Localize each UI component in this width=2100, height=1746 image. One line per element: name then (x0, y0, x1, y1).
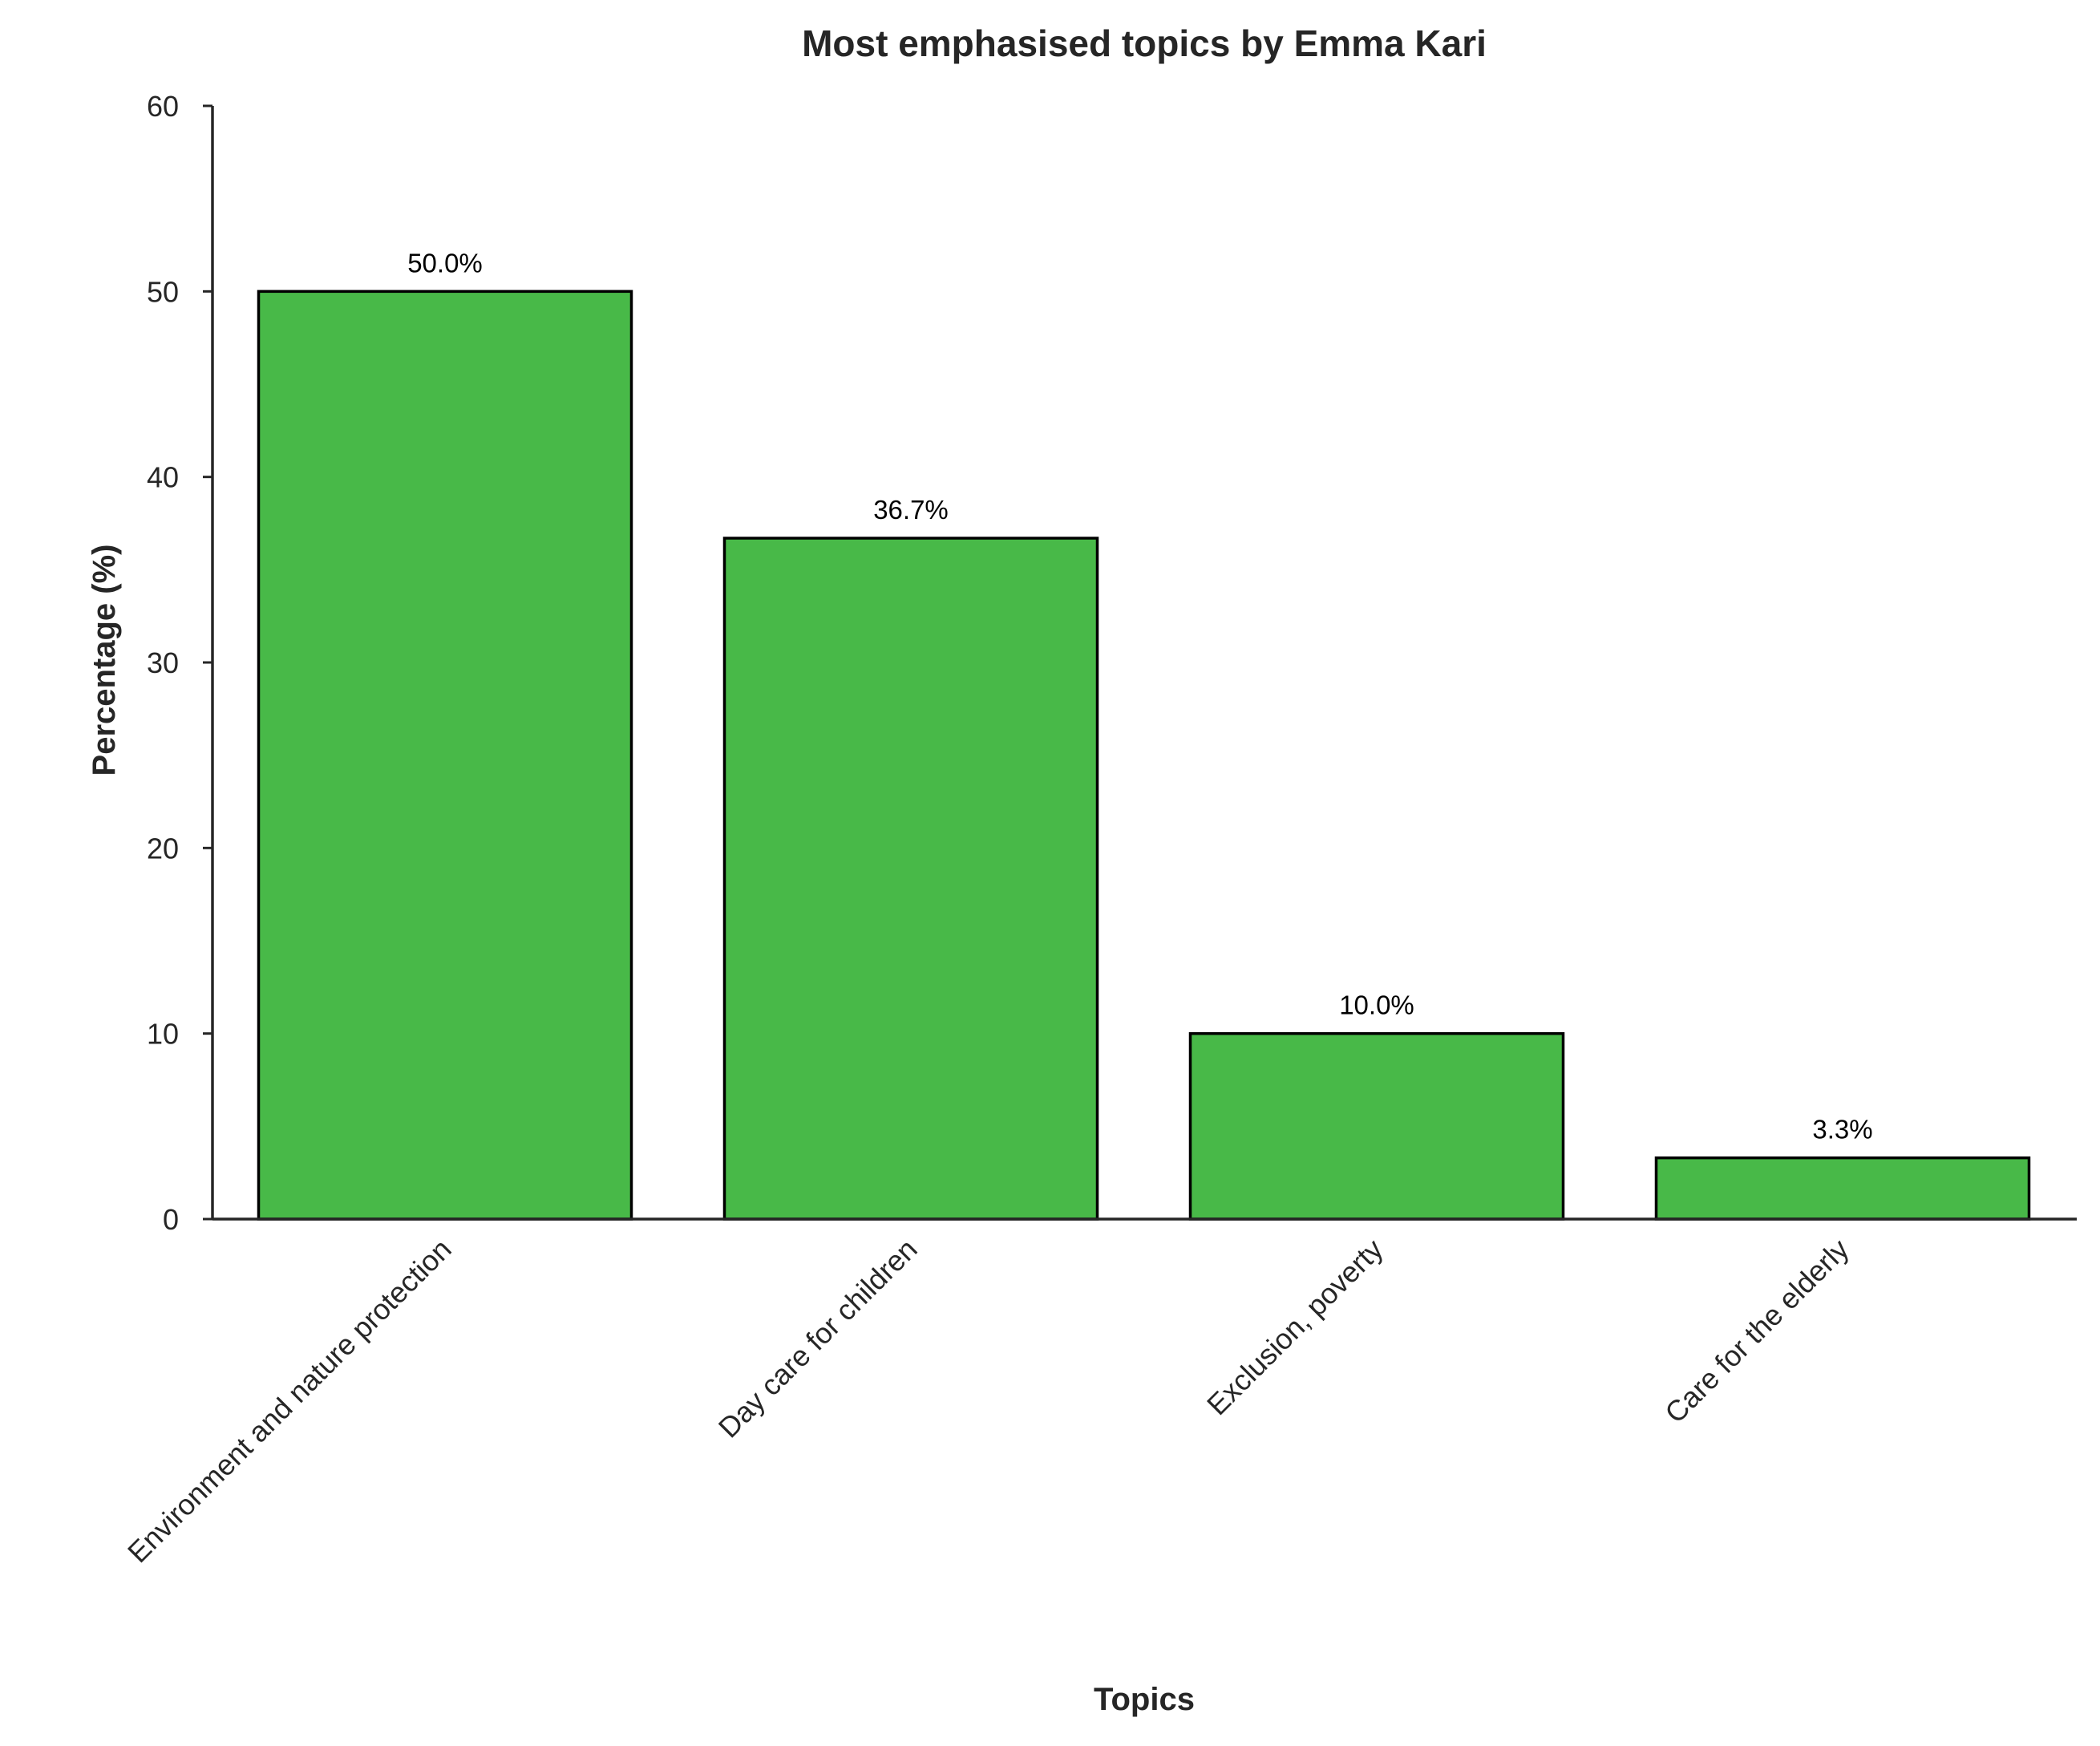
y-tick-label: 40 (147, 461, 179, 494)
x-tick-label: Exclusion, poverty (1200, 1233, 1390, 1422)
y-tick-label: 60 (147, 90, 179, 123)
y-axis-title: Percentage (%) (87, 545, 122, 776)
bar (257, 290, 633, 1221)
bar-value-label: 36.7% (873, 495, 949, 525)
bar-value-label: 50.0% (407, 248, 483, 277)
y-axis-ticks: 0 10 20 30 40 50 60 (147, 90, 212, 1236)
chart-title: Most emphasised topics by Emma Kari (802, 22, 1487, 64)
bars-group (257, 290, 2031, 1221)
y-tick-label: 50 (147, 275, 179, 308)
bar (1188, 1031, 1565, 1221)
x-tick-label: Day care for children (712, 1233, 924, 1444)
x-tick-label: Care for the elderly (1658, 1233, 1855, 1429)
y-tick-label: 30 (147, 646, 179, 679)
data-labels-group: 50.0% 36.7% 10.0% 3.3% (407, 248, 1872, 1144)
y-tick-label: 10 (147, 1018, 179, 1051)
y-tick-label: 0 (163, 1203, 179, 1236)
x-axis-title: Topics (1094, 1682, 1195, 1717)
x-axis-ticks: Environment and nature protection Day car… (121, 1233, 1855, 1570)
bar (722, 537, 1099, 1221)
bar-value-label: 3.3% (1812, 1115, 1872, 1144)
bar-value-label: 10.0% (1339, 990, 1414, 1020)
x-tick-label: Environment and nature protection (121, 1233, 458, 1570)
y-tick-label: 20 (147, 832, 179, 865)
bar (1654, 1156, 2031, 1221)
